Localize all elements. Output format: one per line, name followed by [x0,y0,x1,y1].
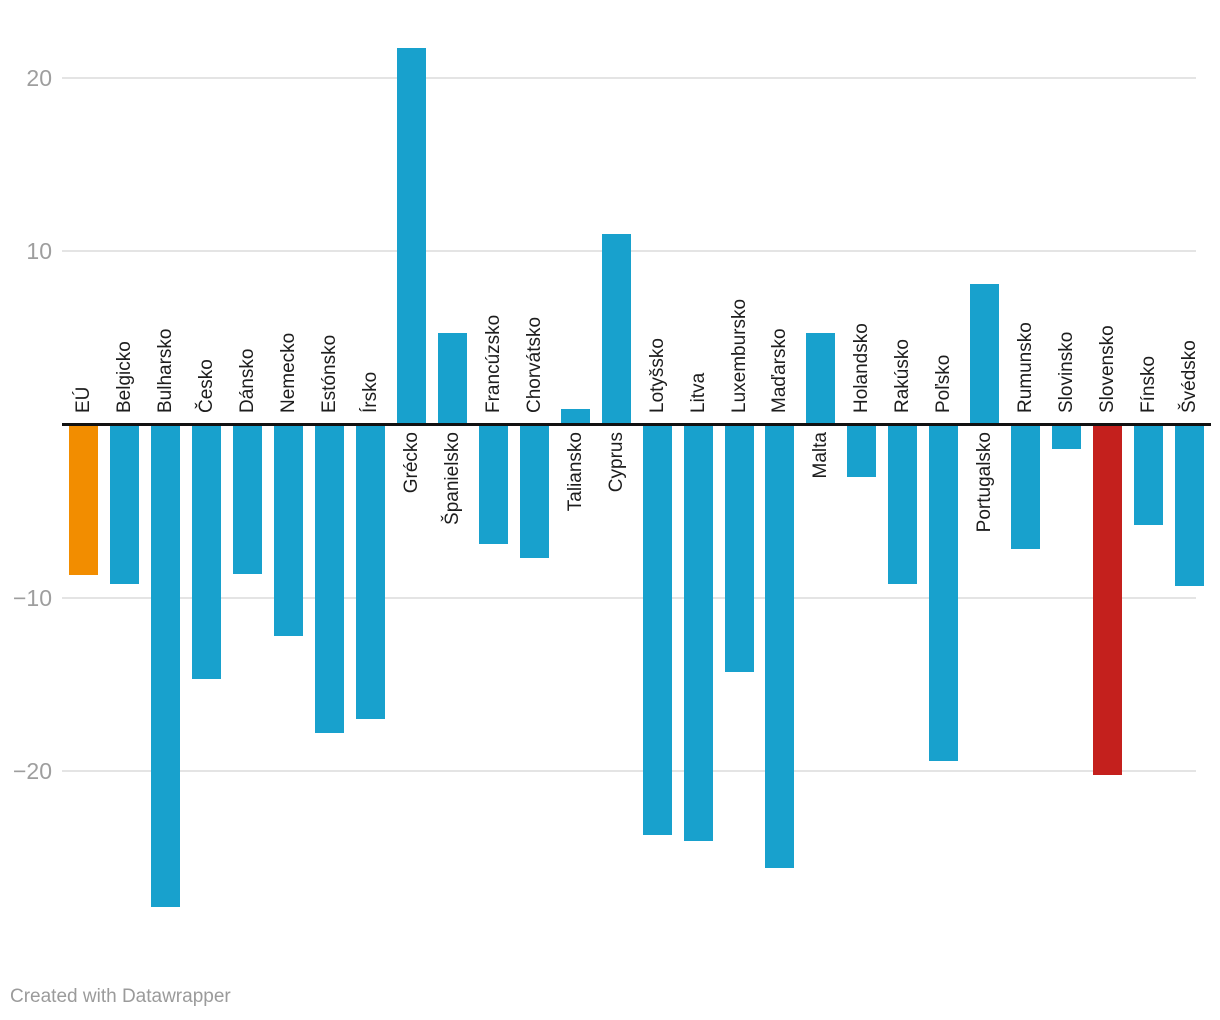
bar-Slovensko [1093,426,1123,775]
bar-label-Slovinsko: Slovinsko [1056,331,1078,413]
bar-Malta [806,332,836,423]
bar-Luxembursko [724,426,754,673]
bar-Cyprus [601,233,631,423]
bar-label-Česko: Česko [195,359,217,413]
bar-label-Chorvátsko: Chorvátsko [523,316,545,413]
y-tick-label-10: 10 [26,238,52,265]
bar-label-Grécko: Grécko [400,432,422,494]
bar-Bulharsko [150,426,180,907]
bar-Dánsko [232,426,262,574]
bar-label-Španielsko: Španielsko [441,432,463,525]
bar-label-EÚ: EÚ [73,386,94,413]
bar-label-Nemecko: Nemecko [277,332,299,413]
x-axis-line [62,423,1211,426]
bar-label-Taliansko: Taliansko [564,432,586,512]
bar-label-Poľsko: Poľsko [933,354,955,413]
bar-Francúzsko [478,426,508,545]
y-tick-label-20: 20 [26,64,52,91]
bar-Grécko [396,48,426,423]
attribution: Created with Datawrapper [10,986,231,1008]
bar-Česko [191,426,221,680]
bar-Írsko [355,426,385,720]
bar-label-Luxembursko: Luxembursko [728,298,750,413]
bar-label-Holandsko: Holandsko [851,323,873,413]
bar-label-Švédsko: Švédsko [1179,340,1201,413]
bar-Estónsko [314,426,344,734]
bar-Fínsko [1134,426,1164,526]
bar-label-Dánsko: Dánsko [236,348,258,413]
bar-Litva [683,426,713,841]
bar-Lotyšsko [642,426,672,836]
bar-label-Bulharsko: Bulharsko [154,328,176,414]
bar-label-Litva: Litva [687,372,709,413]
bar-Švédsko [1175,426,1205,586]
bar-Rumunsko [1011,426,1041,550]
bar-EÚ [69,426,98,576]
bar-Portugalsko [970,284,1000,423]
bar-Holandsko [847,426,877,477]
gridline--20 [62,770,1196,773]
bar-Rakúsko [888,426,918,585]
gridline--10 [62,596,1196,599]
bar-label-Malta: Malta [810,432,832,479]
bar-label-Estónsko: Estónsko [318,334,340,413]
bar-Španielsko [437,332,467,423]
bar-Slovinsko [1052,426,1082,449]
bar-Chorvátsko [519,426,549,559]
bar-Nemecko [273,426,303,637]
y-tick-label--10: −10 [12,584,52,611]
y-tick-label--20: −20 [12,758,52,785]
bar-label-Cyprus: Cyprus [605,432,627,493]
bar-chart: 20 10 −10 −20 EÚ Belgicko Bulharsko Česko Dánsko… [12,48,1211,907]
bar-label-Slovensko: Slovensko [1097,325,1119,413]
bar-label-Francúzsko: Francúzsko [482,314,504,413]
bar-Belgicko [109,426,139,585]
bar-Poľsko [929,426,959,761]
bar-label-Belgicko: Belgicko [113,341,135,413]
datawrapper-credit-link[interactable]: Created with Datawrapper [10,986,231,1007]
bar-label-Lotyšsko: Lotyšsko [646,338,668,413]
bar-label-Maďarsko: Maďarsko [769,328,791,413]
bar-label-Írsko: Írsko [359,371,381,413]
bar-Taliansko [560,408,590,423]
bar-label-Rumunsko: Rumunsko [1015,322,1037,413]
bar-label-Portugalsko: Portugalsko [974,432,996,533]
bar-label-Fínsko: Fínsko [1138,355,1160,413]
bar-Maďarsko [765,426,795,869]
bar-label-Rakúsko: Rakúsko [892,339,914,413]
gridline-20 [62,76,1196,79]
